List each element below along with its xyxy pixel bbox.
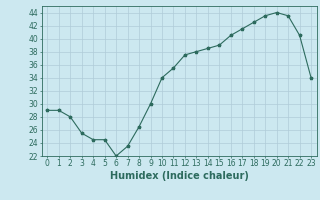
X-axis label: Humidex (Indice chaleur): Humidex (Indice chaleur): [110, 171, 249, 181]
